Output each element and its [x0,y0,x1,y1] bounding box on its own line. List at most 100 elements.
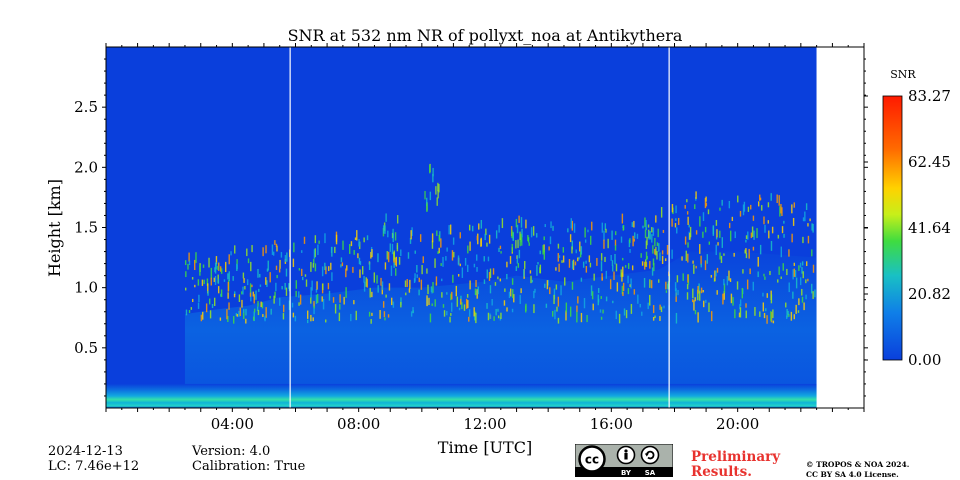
signal-streak [585,265,588,273]
signal-streak [814,289,816,298]
signal-streak [400,249,402,256]
signal-streak [792,217,795,226]
signal-streak [484,233,486,241]
signal-streak [524,260,526,269]
signal-streak [692,288,694,299]
signal-streak [763,216,765,225]
signal-streak [591,291,594,300]
signal-streak [573,223,576,233]
signal-streak [298,268,301,271]
signal-streak [616,282,619,292]
signal-streak [480,239,482,247]
signal-streak [783,233,785,238]
signal-streak [328,266,330,272]
signal-streak [474,311,476,315]
signal-streak [316,293,319,304]
signal-streak [770,311,772,322]
signal-streak [280,252,283,258]
signal-streak [219,317,222,321]
cc-icon-text: cc [585,453,599,467]
signal-streak [318,240,320,244]
signal-streak [686,292,689,300]
signal-streak [715,244,717,256]
signal-streak [506,261,508,268]
signal-streak [275,282,277,292]
signal-streak [404,280,407,288]
signal-streak [749,268,751,275]
signal-streak [707,209,710,215]
signal-streak [687,216,689,225]
signal-streak [506,307,508,312]
signal-streak [649,261,651,269]
signal-streak [227,273,229,280]
signal-streak [306,319,309,324]
signal-streak [330,262,332,270]
y-tick-label: 2.5 [74,98,98,116]
signal-streak [654,315,656,319]
signal-streak [757,256,759,267]
signal-streak [457,274,460,277]
signal-streak [770,294,773,304]
y-axis-label: Height [km] [45,179,64,277]
signal-streak [208,298,211,305]
signal-streak [395,256,398,267]
signal-streak [693,300,695,311]
signal-streak [358,257,361,265]
signal-streak [539,264,542,274]
signal-streak [184,260,187,266]
signal-streak [723,291,725,300]
footer-date: 2024-12-13 [48,444,123,459]
cloud-streak [515,218,518,228]
signal-streak [574,261,577,266]
signal-streak [732,297,734,306]
signal-streak [605,296,608,302]
signal-streak [499,245,502,250]
signal-streak [210,277,212,286]
signal-streak [630,303,633,314]
signal-streak [762,292,764,297]
signal-streak [621,272,623,282]
signal-streak [641,311,643,316]
signal-streak [620,236,623,243]
signal-streak [400,301,402,308]
y-tick-label: 2.0 [74,158,98,176]
signal-streak [697,289,699,301]
signal-streak [213,297,216,307]
cloud-streak [656,251,658,260]
signal-streak [580,277,583,282]
signal-streak [793,202,795,208]
signal-streak [480,219,483,229]
signal-streak [463,304,466,311]
cloud-streak [646,236,648,246]
signal-streak [576,305,578,313]
cloud-streak [394,232,397,241]
signal-streak [452,237,455,245]
cloud-streak [429,164,431,174]
signal-streak [198,294,200,303]
signal-streak [469,241,471,251]
signal-streak [747,206,750,212]
signal-streak [238,310,240,317]
signal-streak [217,286,220,294]
signal-streak [589,262,592,268]
signal-streak [285,287,288,296]
signal-streak [359,269,361,278]
signal-streak [636,233,639,239]
cc-by-sa-badge: cc BY SA [575,444,673,477]
signal-streak [325,266,327,275]
signal-streak [689,226,692,238]
signal-streak [549,287,551,295]
signal-streak [288,286,291,292]
signal-streak [215,262,217,270]
signal-streak [716,267,719,273]
signal-streak [409,237,412,244]
signal-streak [799,262,802,268]
signal-streak [225,261,227,273]
signal-streak [695,191,697,199]
signal-streak [520,288,522,294]
signal-streak [739,210,742,217]
signal-streak [446,310,448,316]
signal-streak [249,292,252,297]
signal-streak [621,285,624,295]
signal-streak [456,296,458,307]
